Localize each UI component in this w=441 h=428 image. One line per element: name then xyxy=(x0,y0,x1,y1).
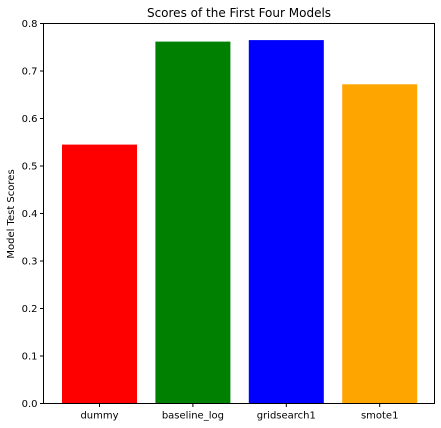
y-tick-label: 0.3 xyxy=(22,257,38,268)
y-tick-label: 0.1 xyxy=(22,352,38,363)
bar-baseline_log xyxy=(155,41,231,404)
chart-title: Scores of the First Four Models xyxy=(147,6,331,20)
bar-smote1 xyxy=(342,84,418,404)
y-ticks-group: 0.0 0.1 0.2 0.3 0.4 0.5 0.6 0.7 0.8 xyxy=(22,19,44,410)
x-ticks-group: dummy baseline_log gridsearch1 smote1 xyxy=(80,403,399,422)
bar-dummy xyxy=(62,144,137,404)
bars-group xyxy=(62,40,418,404)
y-tick-label: 0.2 xyxy=(22,304,38,315)
plot-frame xyxy=(43,23,435,404)
x-tick-label: baseline_log xyxy=(162,411,224,422)
x-tick-label: dummy xyxy=(80,411,118,422)
x-tick-label: smote1 xyxy=(361,411,399,422)
y-tick-label: 0.6 xyxy=(22,114,38,125)
x-tick-label: gridsearch1 xyxy=(257,411,316,422)
y-tick-label: 0.0 xyxy=(22,399,38,410)
y-axis-label: Model Test Scores xyxy=(6,169,17,258)
y-tick-label: 0.4 xyxy=(22,209,38,220)
y-tick-label: 0.5 xyxy=(22,162,38,173)
bar-gridsearch1 xyxy=(248,40,324,404)
y-tick-label: 0.8 xyxy=(22,19,38,30)
y-tick-label: 0.7 xyxy=(22,67,38,78)
